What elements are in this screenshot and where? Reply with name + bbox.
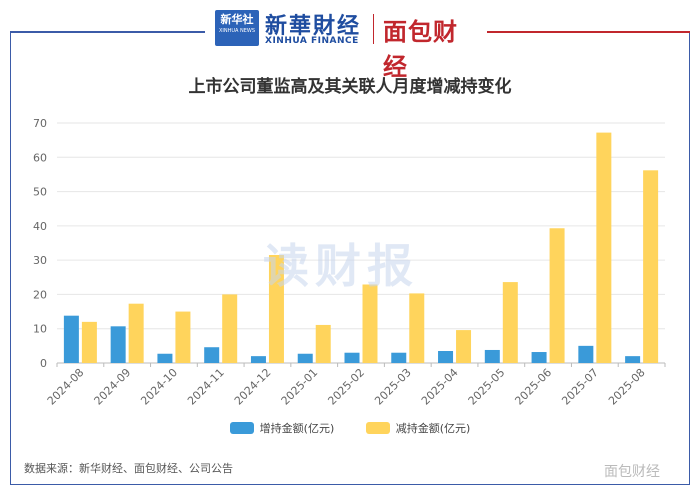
y-tick-label: 30 — [33, 254, 47, 267]
x-tick-label: 2025-04 — [419, 366, 461, 408]
bar-increase — [438, 351, 454, 363]
x-tick-label: 2025-05 — [466, 366, 508, 408]
x-tick-label: 2025-08 — [606, 366, 648, 408]
x-tick-label: 2024-09 — [92, 366, 134, 408]
bar-decrease — [268, 255, 284, 363]
xinhua-emblem-top-text: 新华社 — [220, 13, 254, 26]
bar-decrease — [643, 170, 659, 363]
legend-item-decrease: 减持金额(亿元) — [365, 420, 471, 436]
bar-increase — [157, 353, 173, 363]
x-tick-label: 2025-03 — [372, 366, 414, 408]
y-tick-label: 40 — [33, 220, 47, 233]
y-tick-label: 60 — [33, 151, 47, 164]
header-logos: 新华社 XINHUA NEWS 新華財经 XINHUA FINANCE 面包财经 — [215, 6, 480, 81]
source-note: 数据来源：新华财经、面包财经、公司公告 — [24, 462, 233, 475]
bar-increase — [391, 352, 407, 363]
xinhua-emblem-icon: 新华社 XINHUA NEWS — [215, 10, 259, 46]
y-tick-label: 50 — [33, 186, 47, 199]
bar-decrease — [362, 284, 378, 363]
bar-increase — [110, 326, 126, 363]
legend-item-increase: 增持金额(亿元) — [229, 420, 335, 436]
bar-increase — [297, 353, 313, 363]
xinhua-finance-en-logo: XINHUA FINANCE — [265, 36, 359, 46]
bar-decrease — [456, 330, 472, 363]
corner-watermark: 面包财经 — [604, 464, 660, 480]
watermark-text: 读财报 — [263, 239, 419, 293]
bar-decrease — [81, 321, 97, 363]
bar-increase — [578, 345, 594, 363]
bar-decrease — [596, 132, 612, 363]
logo-separator — [373, 14, 374, 44]
legend-swatch-increase — [229, 422, 254, 434]
x-tick-label: 2024-08 — [45, 366, 87, 408]
x-tick-label: 2024-10 — [138, 366, 180, 408]
bar-decrease — [128, 303, 144, 363]
chart-legend: 增持金额(亿元) 减持金额(亿元) — [0, 420, 700, 438]
y-tick-label: 20 — [33, 288, 47, 301]
bar-increase — [531, 352, 547, 363]
y-tick-label: 70 — [33, 117, 47, 130]
legend-swatch-decrease — [365, 422, 390, 434]
mianbao-finance-logo: 面包财经 — [383, 18, 458, 81]
chart-frame — [10, 31, 690, 485]
x-tick-label: 2025-06 — [513, 366, 555, 408]
x-tick-label: 2025-01 — [279, 366, 321, 408]
legend-label-increase: 增持金额(亿元) — [259, 422, 335, 435]
frame-top-right-line — [487, 31, 690, 33]
bar-increase — [63, 315, 79, 363]
x-tick-label: 2024-11 — [185, 366, 227, 408]
bar-increase — [344, 352, 360, 363]
bar-decrease — [549, 228, 565, 363]
bar-increase — [484, 349, 500, 363]
bar-increase — [204, 347, 220, 363]
frame-top-left-line — [10, 31, 205, 33]
y-tick-label: 0 — [40, 357, 47, 370]
xinhua-finance-cn-logo: 新華財经 — [265, 13, 362, 39]
bar-increase — [250, 356, 266, 363]
x-tick-label: 2024-12 — [232, 366, 274, 408]
bar-decrease — [315, 324, 331, 363]
xinhua-emblem-bottom-text: XINHUA NEWS — [218, 28, 256, 34]
legend-label-decrease: 减持金额(亿元) — [395, 422, 471, 435]
chart-title: 上市公司董监高及其关联人月度增减持变化 — [188, 77, 512, 97]
x-tick-label: 2025-02 — [325, 366, 367, 408]
bar-increase — [625, 356, 641, 363]
bar-decrease — [502, 282, 518, 363]
bar-decrease — [175, 311, 191, 363]
bar-decrease — [409, 293, 425, 363]
y-tick-label: 10 — [33, 323, 47, 336]
x-tick-label: 2025-07 — [559, 366, 601, 408]
bar-decrease — [222, 294, 238, 363]
